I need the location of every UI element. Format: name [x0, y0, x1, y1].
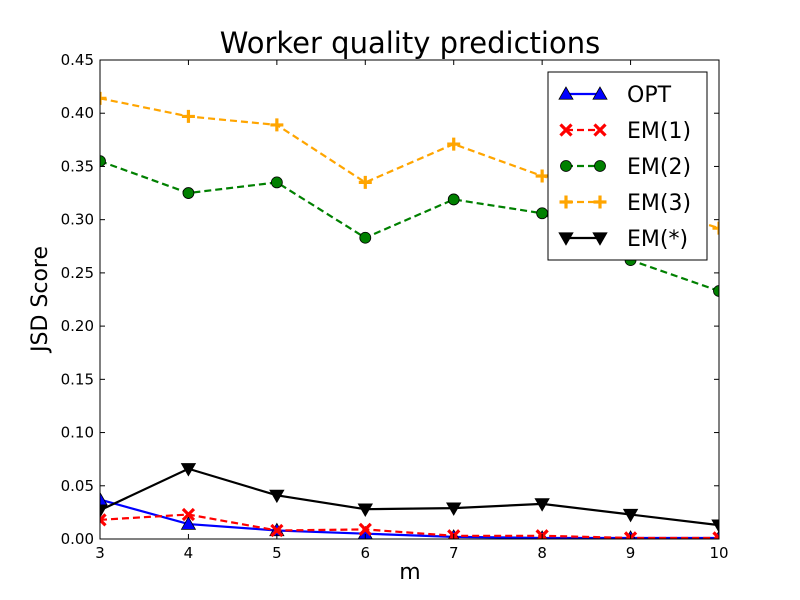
- legend-marker-em1: [593, 123, 607, 137]
- x-tick-label: 10: [709, 544, 728, 562]
- legend-marker-em: [592, 232, 608, 246]
- point-em3-10: [712, 221, 719, 235]
- point-em-5: [269, 489, 285, 504]
- legend-marker-em2: [594, 160, 606, 172]
- legend-label-em2: EM(2): [627, 155, 691, 180]
- legend-entry-opt: OPT: [558, 83, 672, 108]
- point-em-9: [622, 508, 639, 523]
- y-tick-label: 0.25: [61, 264, 94, 282]
- y-tick-label: 0.30: [61, 211, 94, 229]
- point-em-3: [100, 504, 108, 519]
- series-line-em1: [100, 513, 719, 539]
- chart-title: Worker quality predictions: [220, 26, 600, 60]
- y-tick-label: 0.05: [61, 477, 94, 495]
- ticks-layer: 3 4 5 6 7 8 9 10 0.00 0.05 0.10 0.15 0.20 0.25 0.30 0.3…: [61, 51, 729, 562]
- point-em2-8: [536, 207, 549, 220]
- point-em-6: [357, 503, 373, 518]
- y-axis-label: JSD Score: [28, 246, 53, 354]
- x-tick-label: 9: [626, 544, 636, 562]
- legend-label-opt: OPT: [627, 83, 672, 108]
- point-em1-4: [181, 507, 196, 522]
- y-tick-label: 0.10: [61, 424, 94, 442]
- x-tick-label: 6: [361, 544, 371, 562]
- point-em1-10: [712, 531, 719, 539]
- legend-marker-em3: [593, 195, 607, 209]
- point-em1-6: [358, 522, 372, 537]
- legend-entry-em3: EM(3): [559, 191, 691, 216]
- point-em1-5: [270, 523, 284, 538]
- point-em2-6: [359, 231, 372, 244]
- legend-label-em1: EM(1): [627, 119, 691, 144]
- legend-label-em: EM(*): [627, 227, 688, 252]
- point-opt-3: [100, 491, 108, 506]
- legend-marker-opt: [592, 86, 608, 100]
- legend-label-em3: EM(3): [627, 191, 691, 216]
- legend-box: [547, 71, 708, 261]
- y-tick-label: 0.40: [61, 104, 94, 122]
- series-em: [100, 463, 719, 533]
- legend-marker-em: [558, 232, 574, 246]
- series-line-em: [100, 467, 719, 527]
- point-em2-7: [447, 193, 460, 206]
- point-em-8: [534, 498, 550, 512]
- point-em2-10: [713, 285, 719, 297]
- point-em3-6: [358, 175, 372, 189]
- y-tick-label: 0.35: [61, 157, 94, 175]
- y-tick-label: 0.00: [61, 530, 94, 548]
- x-tick-label: 5: [272, 544, 282, 562]
- x-tick-label: 7: [449, 544, 459, 562]
- plot-frame: [99, 59, 720, 540]
- legend: OPT EM(1) EM(2) EM(3) EM(*): [547, 71, 708, 261]
- point-em3-3: [100, 91, 107, 105]
- legend-entry-em: EM(*): [558, 227, 688, 252]
- legend-entry-em1: EM(1): [559, 119, 691, 144]
- x-tick-label: 4: [184, 544, 194, 562]
- point-em2-4: [182, 187, 195, 199]
- legend-marker-em2: [560, 160, 572, 172]
- point-opt-4: [180, 516, 197, 530]
- x-tick-label: 3: [95, 544, 105, 562]
- point-em3-7: [447, 137, 461, 151]
- x-axis-label: m: [399, 560, 420, 585]
- legend-marker-em1: [559, 123, 573, 137]
- legend-marker-opt: [558, 86, 574, 100]
- y-tick-label: 0.20: [61, 317, 94, 335]
- legend-entry-em2: EM(2): [560, 155, 691, 180]
- legend-marker-em3: [559, 195, 573, 209]
- point-em3-4: [181, 109, 195, 123]
- point-em3-8: [535, 169, 549, 183]
- point-em-7: [446, 502, 462, 516]
- point-em2-3: [100, 155, 106, 168]
- point-em1-3: [100, 513, 107, 527]
- point-em2-5: [270, 176, 283, 189]
- point-em-10: [711, 519, 719, 533]
- y-tick-label: 0.15: [61, 370, 94, 388]
- x-tick-label: 8: [537, 544, 547, 562]
- point-em-4: [180, 463, 197, 477]
- y-tick-label: 0.45: [61, 51, 94, 69]
- point-em3-5: [270, 118, 284, 132]
